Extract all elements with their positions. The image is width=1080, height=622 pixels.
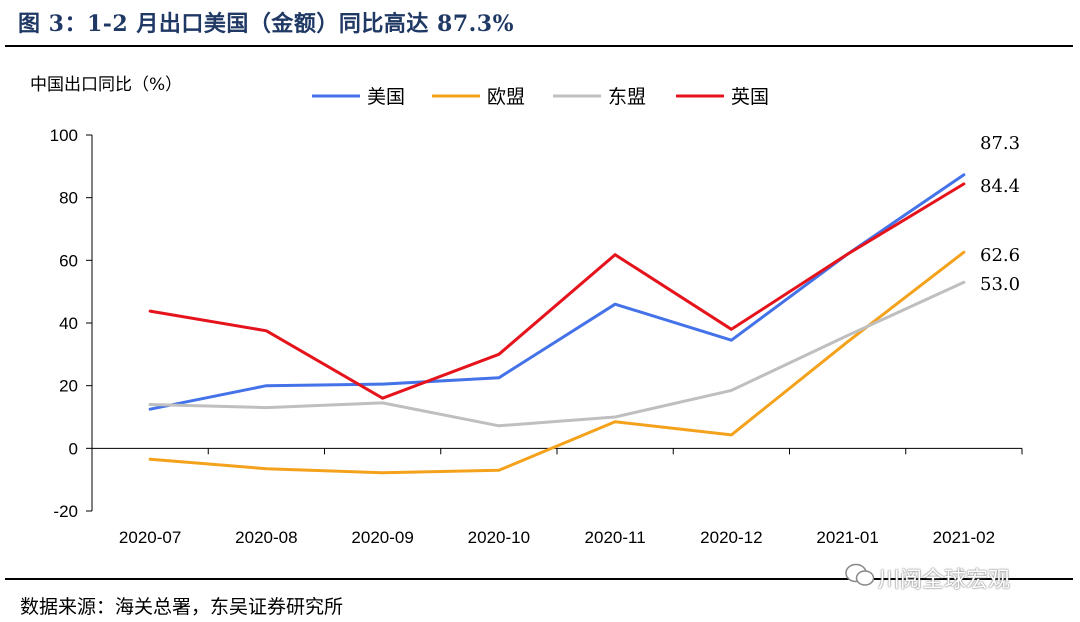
end-label: 62.6 <box>980 245 1020 266</box>
legend: 美国 欧盟 东盟 英国 <box>312 86 769 108</box>
series-line-欧盟 <box>148 250 966 475</box>
end-label: 84.4 <box>980 176 1020 197</box>
bottom-rule <box>5 578 1073 580</box>
x-tick-label: 2020-07 <box>119 528 181 547</box>
legend-label: 欧盟 <box>487 86 525 108</box>
figure-title: 图 3：1-2 月出口美国（金额）同比高达 87.3% <box>18 11 515 37</box>
line-chart: 中国出口同比（%） 美国 欧盟 东盟 英国 -20 0 20 40 60 80 100 2020-0… <box>30 75 1023 547</box>
legend-label: 英国 <box>731 86 769 108</box>
series-line-东盟 <box>148 280 966 428</box>
legend-label: 美国 <box>367 86 405 108</box>
series-lines <box>148 173 966 475</box>
wechat-icon <box>845 563 875 586</box>
source-note: 数据来源：海关总署，东吴证券研究所 <box>20 596 344 618</box>
end-label: 87.3 <box>980 133 1020 154</box>
x-tick-label: 2020-08 <box>235 528 297 547</box>
y-tick-label: 60 <box>59 251 78 270</box>
series-line-美国 <box>148 173 966 411</box>
end-labels: 87.3 84.4 62.6 53.0 <box>980 133 1020 295</box>
y-tick-label: 20 <box>59 377 78 396</box>
watermark: 川阅全球宏观 <box>878 568 1011 593</box>
y-tick-label: -20 <box>53 502 78 521</box>
x-tick-label: 2020-11 <box>585 528 646 547</box>
axes: -20 0 20 40 60 80 100 2020-07 2020-08 2020-09 2020… <box>50 126 1023 547</box>
y-axis-label: 中国出口同比（%） <box>30 75 182 95</box>
x-tick-label: 2020-09 <box>351 528 413 547</box>
y-tick-label: 40 <box>59 314 78 333</box>
x-tick-label: 2021-01 <box>816 528 878 547</box>
x-tick-label: 2021-02 <box>933 528 995 547</box>
end-label: 53.0 <box>980 274 1020 295</box>
x-tick-label: 2020-10 <box>468 528 530 547</box>
y-tick-label: 0 <box>69 439 78 458</box>
series-line-英国 <box>148 182 966 400</box>
legend-label: 东盟 <box>608 86 646 108</box>
x-tick-label: 2020-12 <box>700 528 762 547</box>
y-tick-label: 100 <box>50 126 78 145</box>
top-rule <box>5 45 1073 47</box>
y-tick-label: 80 <box>59 189 78 208</box>
